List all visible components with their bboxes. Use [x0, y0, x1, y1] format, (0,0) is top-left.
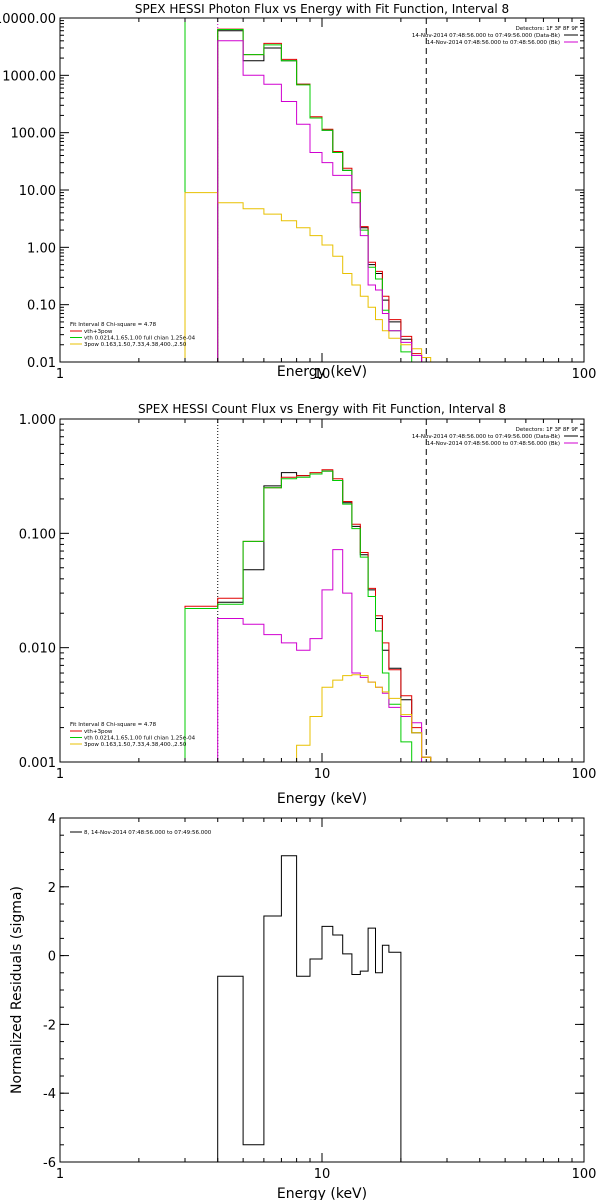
y-tick-label: 1.000: [19, 413, 56, 428]
legend-item-3: 3pow 0.163,1.50,7.33,4.38,400.,2.50: [84, 342, 187, 348]
x-tick-label: 1: [56, 767, 64, 782]
x-tick-label: 100: [572, 1167, 597, 1182]
legend-data-interval: 14-Nov-2014 07:48:56.000 to 07:49:56.000…: [412, 434, 560, 440]
x-tick-label: 10: [314, 1167, 331, 1182]
series-line-3: [217, 29, 440, 362]
series-line-2: [217, 28, 440, 362]
y-tick-label: -2: [43, 1018, 56, 1033]
x-axis-label: Energy (keV): [277, 364, 367, 380]
legend-item-3: 3pow 0.163,1.50,7.33,4.38,400.,2.50: [84, 742, 187, 748]
x-tick-label: 1: [56, 1167, 64, 1182]
y-tick-label: 0: [48, 950, 56, 965]
legend-fit-header: Fit Interval 8 Chi-square = 4.78: [70, 722, 157, 728]
y-tick-label: 1000.00: [2, 69, 56, 84]
x-axis-label: Energy (keV): [277, 791, 367, 807]
y-tick-label: 0.01: [27, 356, 56, 371]
legend-detectors: Detectors: 1F 3F 8F 9F: [516, 427, 578, 433]
legend-item-2: vth 0.0214,1.65,1.00 full chian 1.25e-04: [84, 336, 196, 342]
chart-panel-3: 1 10 100 Energy (keV) -6 -4 -2 0 2 4 Normalized Re…: [9, 812, 596, 1200]
legend-bk-interval: 14-Nov-2014 07:48:56.000 to 07:48:56.000…: [427, 40, 560, 46]
legend-item-1: 8, 14-Nov-2014 07:48:56.000 to 07:49:56.…: [84, 830, 212, 836]
y-tick-label: 10.00: [19, 184, 56, 199]
legend-data-interval: 14-Nov-2014 07:48:56.000 to 07:49:56.000…: [412, 33, 560, 39]
y-tick-label: 100.00: [11, 127, 57, 142]
y-tick-label: -4: [43, 1087, 56, 1102]
x-tick-label: 10: [314, 367, 331, 382]
legend-item-1: vth+3pow: [84, 729, 113, 735]
series-group: [217, 855, 402, 1162]
x-tick-label: 100: [572, 367, 597, 382]
x-tick-label: 1: [56, 367, 64, 382]
y-tick-label: 0.100: [19, 527, 56, 542]
y-tick-label: 10000.00: [0, 12, 56, 27]
chart-title: SPEX HESSI Count Flux vs Energy with Fit…: [138, 402, 506, 416]
y-tick-label: 0.010: [19, 642, 56, 657]
chart-title: SPEX HESSI Photon Flux vs Energy with Fi…: [135, 2, 509, 16]
y-tick-label: 1.00: [27, 241, 56, 256]
y-axis-label: Normalized Residuals (sigma): [9, 886, 25, 1094]
plot-frame: [59, 17, 585, 363]
y-tick-label: -6: [43, 1156, 56, 1171]
x-axis-label: Energy (keV): [277, 1186, 367, 1200]
legend-item-1: vth+3pow: [84, 329, 113, 335]
x-tick-label: 10: [314, 767, 331, 782]
series-group: [184, 28, 440, 362]
legend-bk-interval: 14-Nov-2014 07:48:56.000 to 07:48:56.000…: [427, 441, 560, 447]
y-tick-label: 2: [48, 881, 56, 896]
series-line-1: [217, 855, 402, 1162]
series-line-4: [217, 549, 440, 762]
legend-fit-header: Fit Interval 8 Chi-square = 4.78: [70, 322, 157, 328]
legend-detectors: Detectors: 1F 3F 8F 9F: [516, 26, 578, 32]
chart-panel-1: SPEX HESSI Photon Flux vs Energy with Fi…: [0, 2, 596, 382]
y-tick-label: 0.001: [19, 756, 56, 771]
y-tick-label: 4: [48, 812, 56, 827]
series-line-5: [281, 674, 440, 762]
series-line-1: [217, 30, 440, 362]
series-line-3: [184, 470, 440, 762]
chart-panel-2: SPEX HESSI Count Flux vs Energy with Fit…: [19, 402, 597, 807]
plot-frame: [59, 817, 585, 1163]
x-tick-label: 100: [572, 767, 597, 782]
y-tick-label: 0.10: [27, 299, 56, 314]
series-group: [184, 469, 440, 762]
legend-item-2: vth 0.0214,1.65,1.00 full chian 1.25e-04: [84, 736, 196, 742]
series-line-4: [184, 192, 440, 362]
series-line-5: [217, 40, 440, 362]
